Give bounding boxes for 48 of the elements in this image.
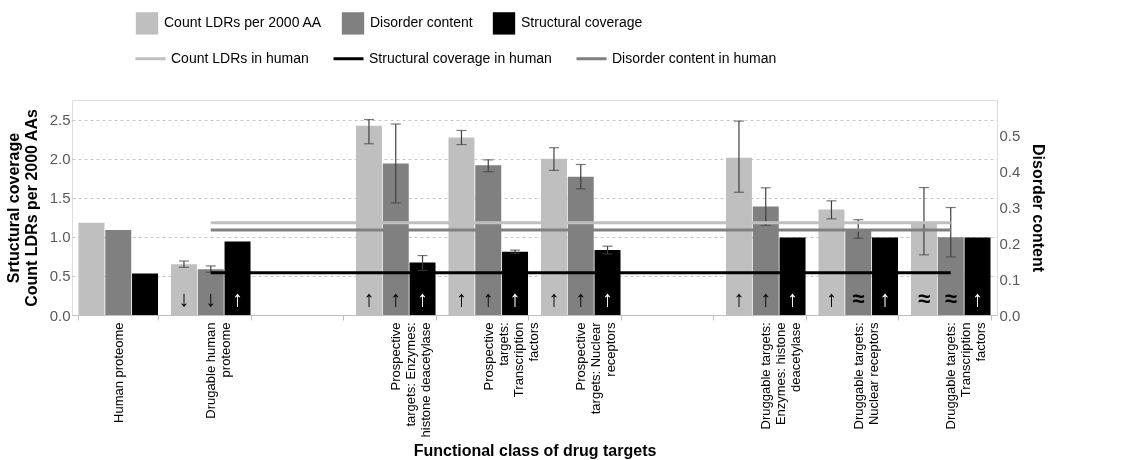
x-tick-label: Prospective targets: Transcription factors [480, 322, 541, 398]
y2-tick-label: 0.1 [999, 270, 1021, 288]
data-label: ↑ [232, 286, 244, 311]
legend-label: Disorder content [370, 14, 473, 31]
data-label: ↑ [482, 286, 494, 311]
y-tick-label: 2.5 [49, 111, 71, 129]
y-tick-label: 1.0 [49, 228, 71, 246]
data-label: ↑ [548, 286, 560, 311]
y-tick-label: 0.5 [49, 267, 71, 285]
x-tick-label: Druggable targets: Enzymes: histone deacetylase [758, 322, 804, 430]
y-axis-title: Srtuctural coverage Count LDRs per 2000 AAs [4, 109, 40, 307]
x-tick-label: Prospective targets: Enzymes: histone deacetylase [388, 322, 434, 438]
data-label: ↑ [733, 286, 745, 311]
data-label: ≈ [917, 286, 930, 311]
y2-axis-title: Disorder content [1030, 143, 1048, 273]
data-label: ↑ [575, 286, 587, 311]
y2-tick-label: 0.0 [999, 306, 1021, 324]
data-label: ≈ [852, 286, 865, 311]
legend-label: Count LDRs per 2000 AA [164, 14, 322, 31]
legend-label: Disorder content in human [612, 49, 777, 66]
y2-tick-label: 0.2 [999, 234, 1021, 252]
x-tick-label: Druggable targets: Transcription factors [943, 322, 989, 430]
y-tick-label: 2.0 [49, 150, 71, 168]
data-label: ↓ [205, 286, 217, 311]
data-label: ↑ [363, 286, 375, 311]
y-tick-label: 0.0 [49, 306, 71, 324]
data-label: ≈ [944, 286, 957, 311]
y2-tick-label: 0.4 [999, 163, 1021, 181]
data-label: ↑ [972, 286, 984, 311]
data-label: ↑ [825, 286, 837, 311]
x-tick-label: Drugable human proteome [203, 322, 234, 419]
data-label: ↑ [509, 286, 521, 311]
data-label: ↑ [879, 286, 891, 311]
y2-tick-label: 0.3 [999, 199, 1021, 216]
data-label: ↑ [390, 286, 402, 311]
x-axis-title: Functional class of drug targets [413, 442, 657, 460]
legend-label: Structural coverage in human [369, 49, 552, 66]
data-label: ↑ [787, 286, 799, 311]
legend-label: Count LDRs in human [171, 49, 309, 66]
data-label: ↑ [455, 286, 467, 311]
data-label: ↑ [760, 286, 772, 311]
legend-label: Structural coverage [521, 14, 643, 31]
data-label: ↓ [178, 286, 190, 311]
y-tick-label: 1.5 [49, 189, 71, 207]
y2-tick-label: 0.5 [999, 127, 1021, 145]
data-label: ↑ [602, 286, 614, 311]
data-label: ↑ [417, 286, 429, 311]
x-tick-label: Human proteome [110, 322, 126, 423]
